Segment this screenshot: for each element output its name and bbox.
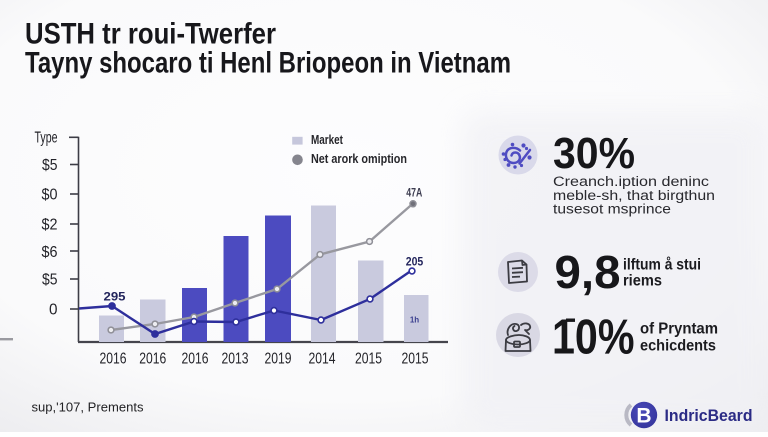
svg-text:1h: 1h xyxy=(410,316,419,325)
svg-text:Creanch.iption deninc: Creanch.iption deninc xyxy=(553,174,709,190)
svg-text:205: 205 xyxy=(406,255,424,269)
svg-text:tusesot msprince: tusesot msprince xyxy=(553,202,671,218)
svg-text:Market: Market xyxy=(311,132,344,147)
svg-text:IndricBeard: IndricBeard xyxy=(665,406,753,425)
svg-text:295: 295 xyxy=(104,292,127,304)
svg-text:Net arork omiption: Net arork omiption xyxy=(311,151,407,166)
svg-text:of Pryntam: of Pryntam xyxy=(640,321,718,338)
svg-text:10%: 10% xyxy=(552,311,635,365)
svg-text:2016: 2016 xyxy=(182,350,209,367)
svg-text:Type: Type xyxy=(35,130,58,147)
svg-text:sup,'107, Prements: sup,'107, Prements xyxy=(32,401,144,415)
svg-text:2015: 2015 xyxy=(402,350,429,367)
svg-text:$5: $5 xyxy=(42,272,58,289)
svg-text:0: 0 xyxy=(49,302,58,319)
svg-text:2013: 2013 xyxy=(222,350,249,367)
svg-text:2019: 2019 xyxy=(265,350,292,367)
svg-text:9,8: 9,8 xyxy=(555,246,621,298)
svg-text:ilftum å stui: ilftum å stui xyxy=(623,257,701,274)
svg-text:$2: $2 xyxy=(42,217,58,234)
svg-text:Tayny shocaro ti Henl Briopeon: Tayny shocaro ti Henl Briopeon in Vietna… xyxy=(25,47,511,80)
svg-text:meble-sh, that birgthun: meble-sh, that birgthun xyxy=(553,188,715,204)
svg-text:B: B xyxy=(636,405,651,428)
svg-text:echicdents: echicdents xyxy=(640,338,716,355)
svg-text:$0: $0 xyxy=(42,187,58,204)
svg-text:47A: 47A xyxy=(406,187,422,199)
svg-text:USTH tr roui-Twerfer: USTH tr roui-Twerfer xyxy=(25,18,276,51)
svg-text:2016: 2016 xyxy=(139,350,166,367)
svg-text:riems: riems xyxy=(623,273,662,290)
svg-text:2016: 2016 xyxy=(100,350,127,367)
svg-text:2015: 2015 xyxy=(355,350,382,367)
svg-text:30%: 30% xyxy=(553,129,635,178)
svg-text:2014: 2014 xyxy=(309,350,336,367)
svg-text:$5: $5 xyxy=(42,157,58,174)
svg-text:$6: $6 xyxy=(42,244,58,261)
